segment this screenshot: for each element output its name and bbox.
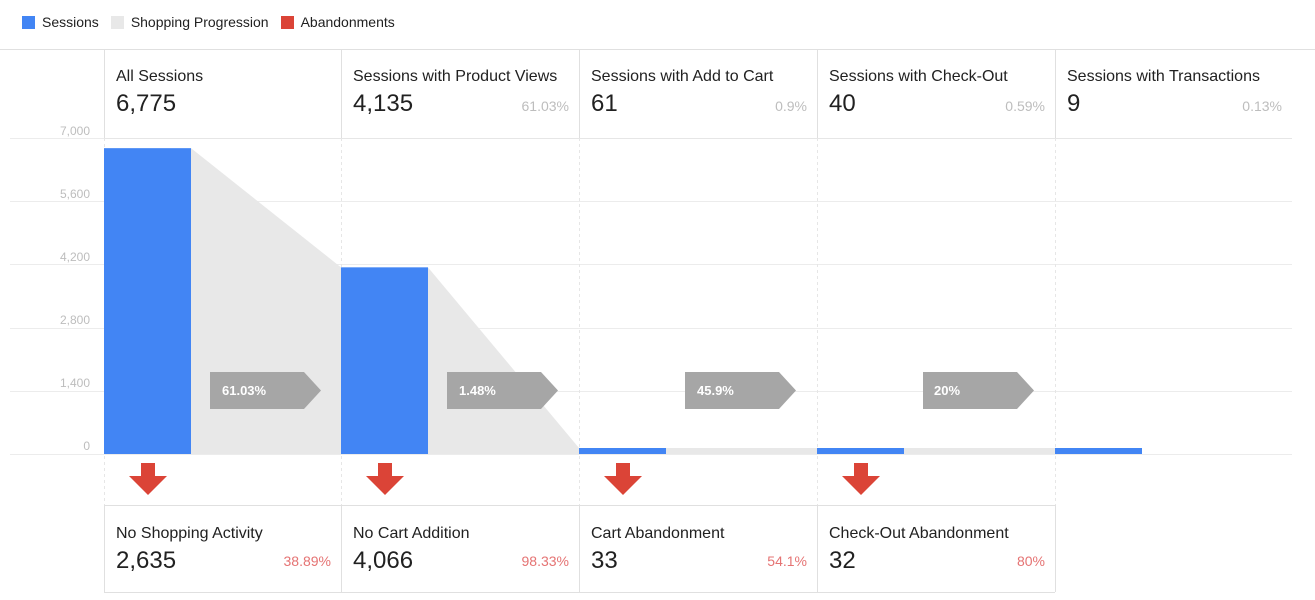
progression-arrow [210,372,321,409]
abandonment-check-out-abandonment[interactable]: Check-Out Abandonment 32 80% [817,505,1055,592]
progression-area [904,448,1055,454]
chart-legend: Sessions Shopping Progression Abandonmen… [22,14,407,30]
abandonment-arrow-icon [129,463,167,495]
stage-value: 6,775 [116,90,177,117]
progression-rate-label: 1.48% [459,383,496,398]
abandonment-value: 4,066 [353,547,414,574]
session-bar [104,148,191,454]
abandonment-arrow-icon [366,463,404,495]
stage-label: Sessions with Add to Cart [591,68,774,85]
y-tick-label: 4,200 [59,250,90,264]
legend-swatch-sessions [22,15,35,29]
stage-label: Sessions with Product Views [353,68,558,85]
abandonment-percent: 38.89% [283,553,331,569]
legend-swatch-abandonments [280,15,294,29]
abandonment-value: 2,635 [116,547,177,574]
abandonment-percent: 54.1% [767,553,807,569]
stage-value: 40 [829,90,856,117]
y-tick-label: 1,400 [59,376,90,390]
progression-area [666,448,817,454]
stage-label: Sessions with Check-Out [829,68,1008,85]
stage-all-sessions[interactable]: All Sessions 6,775 [104,50,341,138]
legend-item-shopping-progression[interactable]: Shopping Progression [110,14,269,30]
abandonment-label: Cart Abandonment [591,525,725,542]
progression-arrow [923,372,1034,409]
stage-percent: 0.13% [1242,98,1282,114]
legend-label-sessions: Sessions [42,14,99,30]
abandonment-no-cart-addition[interactable]: No Cart Addition 4,066 98.33% [341,505,579,592]
progression-area [428,267,579,454]
legend-label-abandonments: Abandonments [300,14,395,30]
abandonment-value: 33 [591,547,618,574]
progression-arrow [447,372,558,409]
stage-value: 4,135 [353,90,414,117]
legend-item-abandonments[interactable]: Abandonments [280,14,395,30]
stage-product-views[interactable]: Sessions with Product Views 4,135 61.03% [341,50,579,138]
legend-swatch-shopping-progression [110,15,124,29]
abandonment-no-shopping-activity[interactable]: No Shopping Activity 2,635 38.89% [104,505,341,592]
progression-rate-label: 61.03% [222,383,267,398]
stage-check-out[interactable]: Sessions with Check-Out 40 0.59% [817,50,1055,138]
stage-label: All Sessions [116,68,204,85]
abandonment-label: No Shopping Activity [116,525,263,542]
abandonment-arrow-icon [842,463,880,495]
abandonment-percent: 80% [1016,553,1045,569]
abandonment-label: No Cart Addition [353,525,470,542]
stage-percent: 0.9% [775,98,807,114]
abandonment-label: Check-Out Abandonment [829,525,1009,542]
y-tick-label: 0 [83,439,90,453]
progression-arrow [685,372,796,409]
stage-transactions[interactable]: Sessions with Transactions 9 0.13% [1055,50,1292,138]
y-tick-label: 7,000 [59,124,90,138]
stage-value: 9 [1067,90,1081,117]
y-tick-label: 2,800 [59,313,90,327]
abandonment-value: 32 [829,547,856,574]
top-divider [0,49,1315,50]
legend-item-sessions[interactable]: Sessions [22,14,99,30]
stage-value: 61 [591,90,618,117]
session-bar [1055,448,1142,454]
session-bar [817,448,904,454]
stage-percent: 61.03% [521,98,569,114]
stage-percent: 0.59% [1005,98,1045,114]
y-tick-label: 5,600 [59,187,90,201]
abandonment-percent: 98.33% [521,553,569,569]
session-bar [579,448,666,454]
session-bar [341,267,428,454]
progression-rate-label: 45.9% [697,383,734,398]
stage-label: Sessions with Transactions [1067,68,1260,85]
legend-label-shopping-progression: Shopping Progression [130,14,269,30]
abandonment-cart-abandonment[interactable]: Cart Abandonment 33 54.1% [579,505,817,592]
progression-rate-label: 20% [934,383,961,398]
abandonment-arrow-icon [604,463,642,495]
stage-add-to-cart[interactable]: Sessions with Add to Cart 61 0.9% [579,50,817,138]
